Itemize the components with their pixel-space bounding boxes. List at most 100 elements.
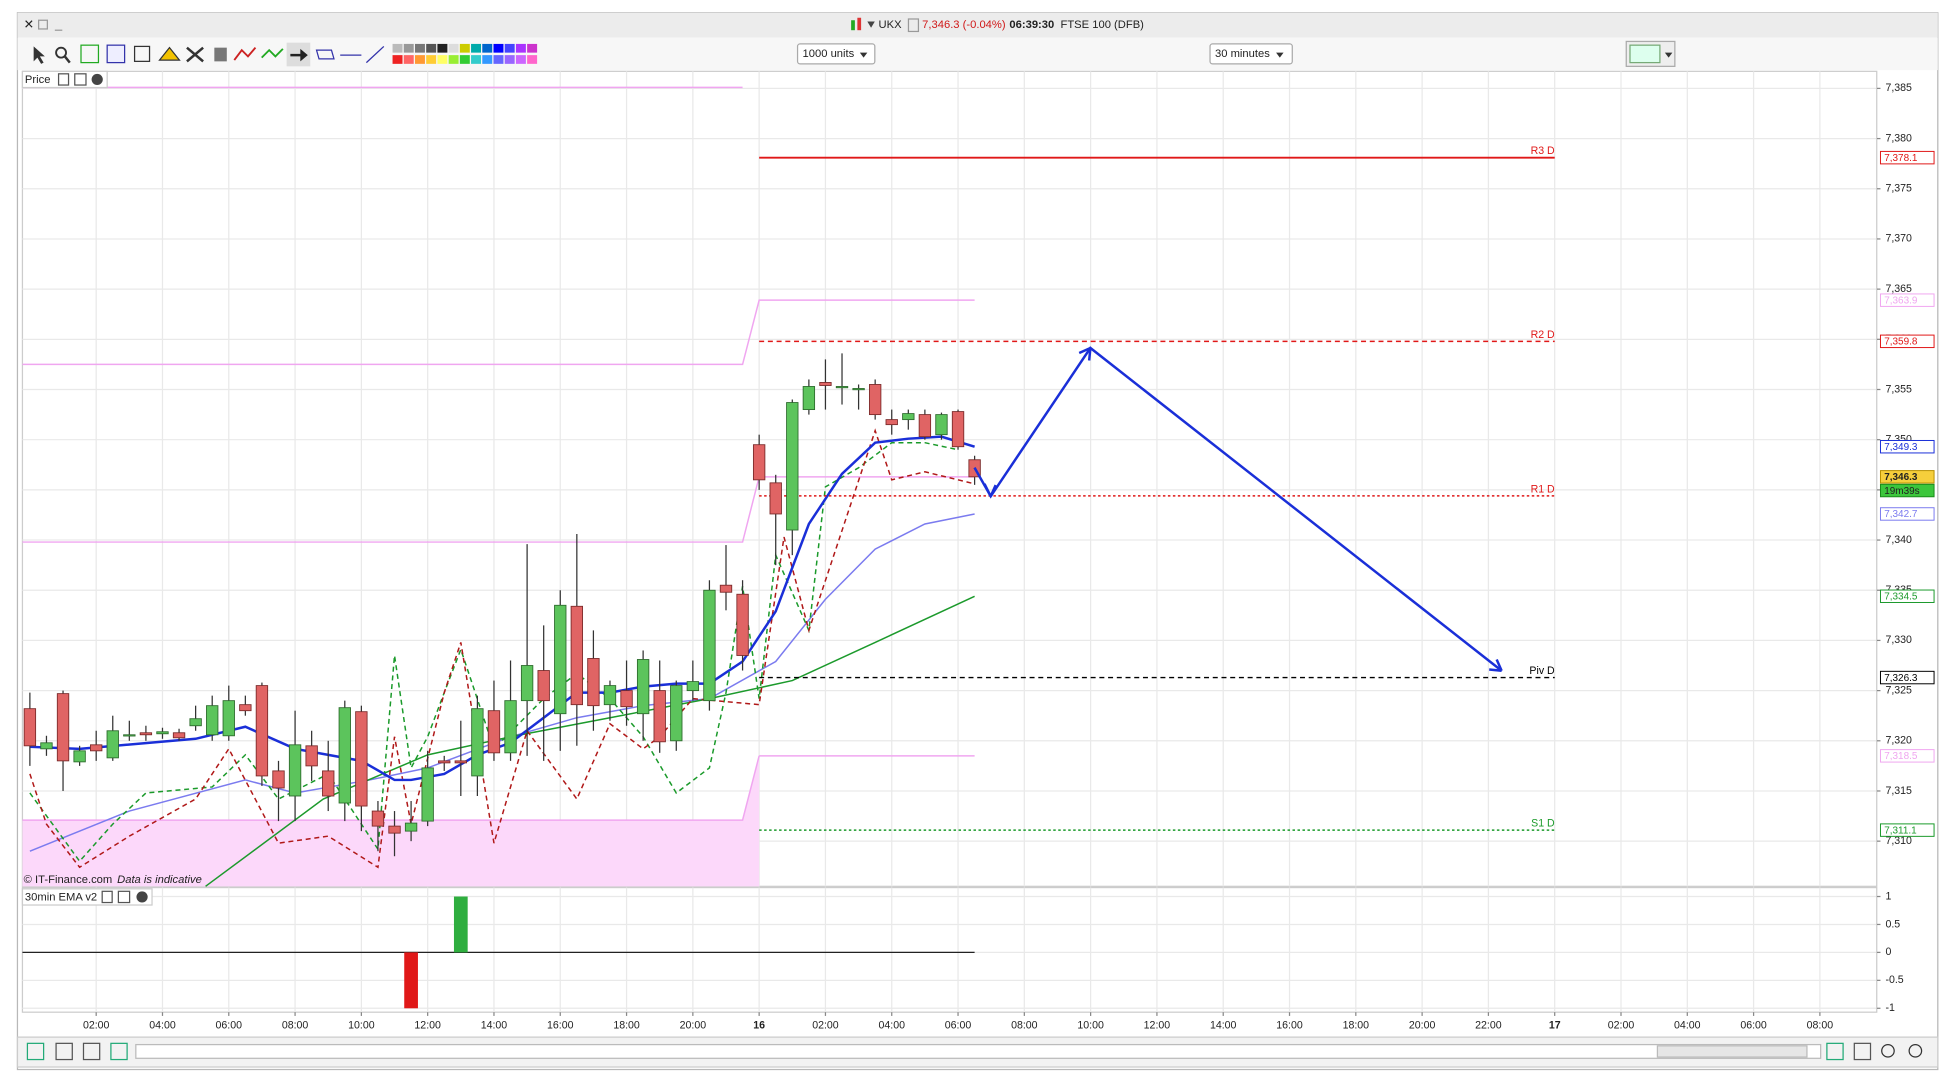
- y-tick-label: 7,375: [1885, 183, 1912, 195]
- color-swatch[interactable]: [493, 55, 504, 64]
- axis-tag-label: 7,311.1: [1884, 825, 1917, 836]
- candle-body: [40, 742, 53, 750]
- x-tick-label: 02:00: [83, 1020, 110, 1032]
- color-swatch[interactable]: [448, 43, 459, 53]
- pointer-tool[interactable]: [33, 46, 45, 64]
- color-swatch[interactable]: [471, 55, 482, 64]
- x-tick-label: 06:00: [216, 1020, 243, 1032]
- scale-button[interactable]: [1826, 1042, 1844, 1061]
- color-swatch[interactable]: [527, 43, 538, 53]
- scroll-thumb[interactable]: [1656, 1045, 1808, 1058]
- y-tick-label: -1: [1885, 1002, 1895, 1014]
- dropdown-arrow: [1664, 52, 1673, 58]
- color-swatch[interactable]: [493, 43, 504, 53]
- dropdown-arrow[interactable]: [867, 21, 875, 28]
- interval-dropdown[interactable]: [1209, 43, 1293, 65]
- maximize-icon[interactable]: [117, 890, 131, 904]
- print-button[interactable]: [55, 1042, 73, 1061]
- candle-body: [852, 388, 865, 391]
- line-tool[interactable]: [233, 47, 257, 61]
- delete-tool[interactable]: [214, 47, 227, 62]
- candle-body: [786, 402, 799, 531]
- axis-tag-label: 7,363.9: [1884, 295, 1918, 306]
- color-swatch[interactable]: [471, 43, 482, 53]
- fit-button[interactable]: [1853, 1042, 1872, 1061]
- axis-tag: [1879, 749, 1935, 763]
- x-tick-label: 14:00: [1210, 1020, 1237, 1032]
- units-dropdown[interactable]: [796, 43, 876, 65]
- color-swatch[interactable]: [437, 43, 448, 53]
- color-swatch[interactable]: [392, 55, 403, 64]
- x-tick-label: 16:00: [547, 1020, 574, 1032]
- x-tick-label: 20:00: [1409, 1020, 1436, 1032]
- maximize-icon[interactable]: [74, 73, 87, 86]
- title-bar: [17, 12, 1938, 38]
- x-tick-label: 12:00: [414, 1020, 441, 1032]
- color-swatch[interactable]: [515, 55, 526, 64]
- color-swatch[interactable]: [448, 55, 459, 64]
- y-tick-label: 7,370: [1885, 233, 1912, 245]
- zoom-out-button[interactable]: [1881, 1043, 1895, 1058]
- candle-body: [355, 711, 368, 807]
- candle-body: [670, 685, 683, 742]
- info-icon[interactable]: [907, 18, 920, 33]
- x-tick-label: 06:00: [1740, 1020, 1767, 1032]
- axis-tag-label: 7,342.7: [1884, 509, 1918, 520]
- close-panel-icon[interactable]: [136, 891, 148, 903]
- tools-icon[interactable]: [186, 46, 204, 63]
- trend-tool[interactable]: [365, 45, 385, 64]
- settings-icon[interactable]: [101, 890, 113, 904]
- drawn-arrow[interactable]: [973, 346, 1503, 672]
- axis-tag: [1879, 439, 1935, 454]
- color-swatch[interactable]: [482, 43, 493, 53]
- scrollbar[interactable]: [135, 1043, 1822, 1059]
- color-swatch[interactable]: [504, 43, 515, 53]
- candle-body: [918, 414, 932, 438]
- channel-tool[interactable]: [315, 49, 335, 60]
- axis-tag-label: 7,318.5: [1884, 751, 1918, 762]
- arrow-tool[interactable]: [290, 48, 308, 62]
- color-swatch[interactable]: [426, 55, 437, 64]
- close-panel-icon[interactable]: [91, 73, 103, 86]
- candle-body: [73, 750, 86, 763]
- color-swatch[interactable]: [403, 43, 414, 53]
- candle-body: [587, 658, 600, 707]
- settings-icon[interactable]: [57, 73, 70, 86]
- indicator-line: [22, 299, 975, 366]
- save-button[interactable]: [82, 1042, 101, 1061]
- refresh-button[interactable]: [26, 1042, 45, 1061]
- chart-tool[interactable]: [80, 44, 100, 64]
- fib-tool[interactable]: [106, 44, 126, 64]
- restore-button[interactable]: [38, 19, 48, 30]
- histogram-bar: [453, 896, 468, 953]
- zoom-tool[interactable]: [55, 46, 67, 59]
- candle-body: [56, 693, 70, 762]
- zoom-in-button[interactable]: [1908, 1043, 1923, 1058]
- symbol[interactable]: UKX: [879, 19, 903, 31]
- line-tool[interactable]: [261, 48, 284, 59]
- color-swatch[interactable]: [414, 43, 425, 53]
- candle-body: [520, 665, 534, 702]
- copyright: © IT-Finance.com: [24, 874, 113, 886]
- color-swatch[interactable]: [414, 55, 425, 64]
- color-swatch[interactable]: [459, 43, 470, 53]
- text-tool[interactable]: [133, 45, 151, 62]
- color-swatch[interactable]: [403, 55, 414, 64]
- band-fill: [22, 755, 760, 887]
- color-swatch[interactable]: [459, 55, 470, 64]
- color-swatch[interactable]: [437, 55, 448, 64]
- color-swatch[interactable]: [426, 43, 437, 53]
- y-tick-label: -0.5: [1885, 974, 1903, 986]
- color-swatch[interactable]: [527, 55, 538, 64]
- axis-tag-label: 7,359.8: [1884, 337, 1918, 348]
- x-tick-label: 10:00: [1077, 1020, 1104, 1032]
- export-button[interactable]: [110, 1042, 128, 1061]
- candle-icon: [857, 17, 862, 31]
- color-swatch[interactable]: [515, 43, 526, 53]
- close-button[interactable]: ✕: [24, 18, 34, 32]
- alert-tool[interactable]: [158, 46, 181, 61]
- color-swatch[interactable]: [392, 43, 403, 53]
- color-swatch[interactable]: [482, 55, 493, 64]
- color-swatch[interactable]: [504, 55, 515, 64]
- indicator-panel-header: [21, 888, 153, 906]
